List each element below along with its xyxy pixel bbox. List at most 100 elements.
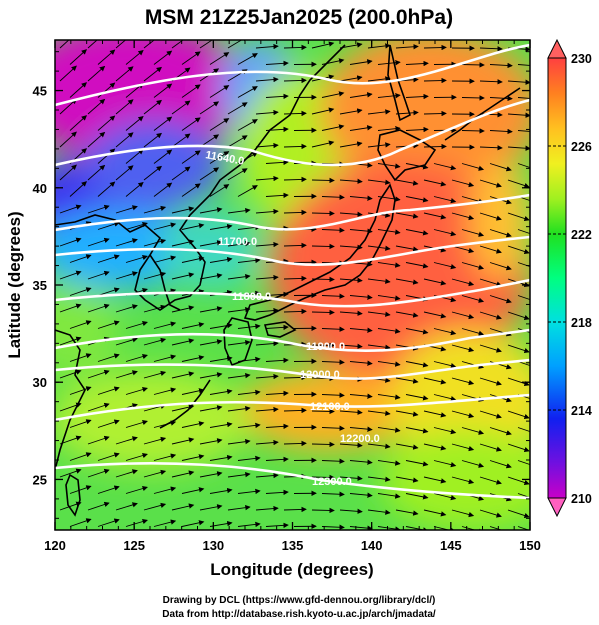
wind-arrow [87, 402, 110, 412]
wind-arrow [367, 278, 391, 284]
wind-arrow [171, 272, 195, 280]
wind-arrow [377, 262, 401, 268]
wind-arrow [479, 46, 503, 52]
wind-arrow [423, 509, 447, 517]
wind-vectors [59, 40, 530, 530]
wind-arrow [479, 179, 502, 188]
wind-arrow [433, 328, 457, 336]
wind-arrow [349, 294, 373, 300]
wind-arrow [265, 423, 289, 430]
wind-arrow [311, 474, 335, 481]
wind-arrow [87, 164, 106, 181]
wind-arrow [181, 51, 201, 65]
wind-arrow [181, 223, 205, 230]
wind-arrow [153, 255, 177, 263]
y-axis-title: Latitude (degrees) [5, 211, 24, 358]
colorbar-label: 222 [571, 228, 592, 242]
wind-arrow [59, 303, 82, 313]
wind-arrow [517, 328, 530, 334]
wind-arrow [395, 410, 419, 417]
wind-arrow [461, 295, 485, 303]
wind-arrow [227, 405, 251, 412]
wind-arrow [181, 355, 205, 362]
wind-arrow [349, 125, 373, 131]
wind-arrow [209, 184, 230, 197]
wind-arrow [255, 208, 279, 215]
wind-arrow [97, 254, 120, 263]
wind-arrow [433, 163, 457, 171]
wind-arrow [115, 66, 134, 82]
wind-arrow [87, 435, 110, 445]
wind-arrow [227, 240, 251, 247]
wind-arrow [423, 278, 447, 286]
wind-arrow [367, 443, 391, 449]
wind-arrow [227, 273, 251, 280]
wind-arrow [115, 271, 138, 280]
wind-arrow [209, 454, 233, 461]
wind-arrow [237, 488, 261, 495]
wind-arrow [181, 150, 201, 164]
wind-arrow [339, 508, 363, 515]
wind-arrow [199, 306, 223, 313]
wind-arrow [181, 84, 201, 98]
wind-arrow [349, 393, 373, 399]
wind-arrow [59, 336, 82, 346]
wind-arrow [321, 326, 345, 332]
wind-arrow [405, 526, 429, 530]
wind-arrow [377, 126, 401, 132]
wind-arrow [517, 229, 530, 235]
wind-arrow [209, 322, 233, 329]
wind-arrow [507, 79, 530, 85]
wind-arrow [199, 504, 223, 511]
wind-arrow [283, 176, 307, 183]
wind-arrow [87, 204, 110, 214]
wind-arrow [209, 151, 230, 164]
wind-arrow [59, 98, 77, 115]
wind-arrow [311, 177, 335, 184]
wind-arrow [367, 476, 391, 482]
wind-arrow [339, 442, 363, 449]
contour-label-11700: 11700.0 [218, 236, 257, 248]
wind-arrow [143, 337, 167, 346]
wind-arrow [181, 421, 205, 428]
wind-arrow [181, 388, 205, 395]
wind-arrow [377, 394, 401, 400]
wind-arrow [405, 196, 429, 203]
wind-arrow [479, 509, 502, 518]
wind-arrow [125, 485, 148, 494]
wind-arrow [87, 65, 106, 82]
wind-arrow [265, 390, 289, 397]
wind-arrow [125, 181, 144, 197]
wind-arrow [199, 240, 223, 247]
wind-arrow [321, 425, 345, 431]
wind-arrow [507, 245, 530, 255]
wind-arrow [433, 361, 457, 369]
wind-arrow [321, 392, 345, 398]
wind-arrow [265, 159, 289, 166]
wind-arrow [125, 115, 144, 131]
wind-arrow [255, 142, 279, 149]
wind-arrow [395, 311, 419, 318]
wind-arrow [143, 469, 167, 478]
wind-arrow [489, 295, 512, 304]
wind-arrow [237, 185, 258, 197]
wind-arrow [125, 148, 144, 164]
wind-arrow [349, 195, 373, 201]
wind-arrow [433, 460, 457, 468]
wind-arrow [349, 360, 373, 366]
wind-arrow [405, 60, 429, 67]
wind-arrow [507, 443, 530, 453]
wind-arrow [405, 126, 429, 133]
wind-arrow [87, 303, 110, 313]
wind-arrow [209, 118, 230, 131]
wind-arrow [153, 83, 173, 98]
wind-arrow [339, 409, 363, 416]
wind-arrow [283, 77, 307, 84]
wind-arrow [367, 109, 391, 115]
wind-arrow [265, 456, 289, 463]
wind-arrow [283, 506, 307, 513]
wind-arrow [255, 340, 279, 347]
wind-arrow [209, 223, 233, 230]
wind-arrow [209, 85, 230, 98]
chart-title: MSM 21Z25Jan2025 (200.0hPa) [145, 6, 453, 29]
